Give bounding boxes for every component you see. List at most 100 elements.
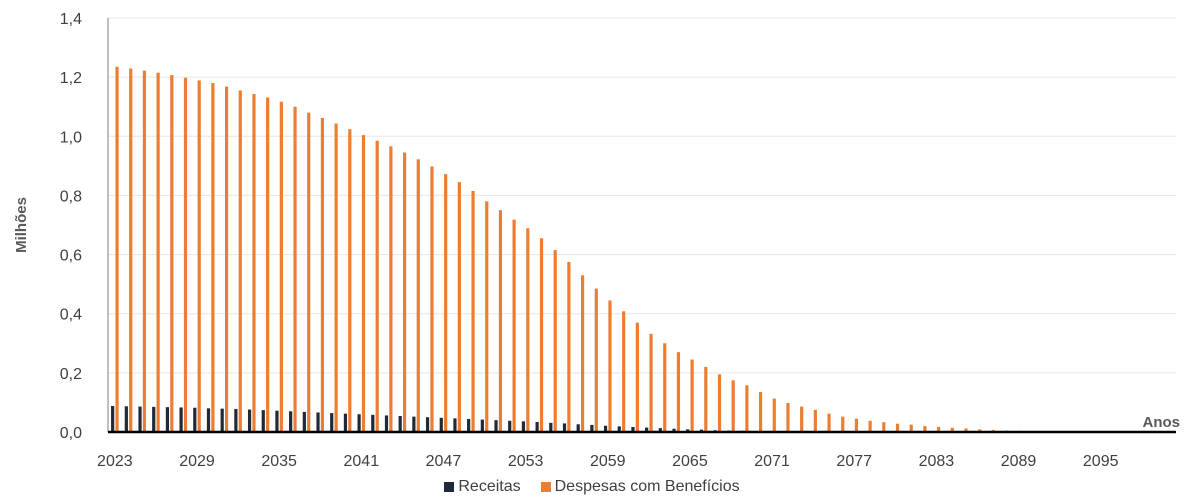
bar-despesas [512, 219, 516, 432]
bar-despesas [813, 409, 817, 432]
bar-receitas [289, 411, 293, 432]
bar-receitas [494, 420, 498, 432]
bar-receitas [603, 425, 608, 432]
bar-despesas [786, 403, 790, 432]
legend-label-receitas: Receitas [458, 478, 521, 495]
bar-despesas [444, 174, 448, 432]
bar-despesas [129, 68, 133, 433]
x-tick-label: 2053 [508, 453, 544, 470]
bar-receitas [467, 418, 471, 432]
bar-despesas [238, 90, 242, 432]
legend: Receitas Despesas com Benefícios [0, 478, 1184, 496]
bar-despesas [402, 152, 407, 433]
bar-receitas [124, 406, 128, 432]
bar-receitas [138, 406, 142, 432]
bar-despesas [868, 420, 872, 432]
bar-despesas [622, 311, 626, 432]
y-tick-label: 0,8 [60, 188, 82, 205]
bar-despesas [211, 83, 215, 433]
bar-despesas [827, 413, 831, 432]
bar-receitas [220, 408, 224, 432]
y-axis-ticks: 0,0 0,2 0,4 0,6 0,8 1,0 1,2 1,4 [60, 11, 82, 442]
bar-receitas [247, 409, 252, 432]
bar-despesas [293, 106, 297, 432]
bar-receitas [234, 408, 238, 432]
bar-receitas [343, 413, 348, 432]
bar-despesas [416, 159, 420, 432]
bar-despesas [170, 75, 174, 432]
bar-despesas [909, 424, 913, 432]
bar-receitas [562, 423, 567, 432]
bar-receitas [576, 424, 580, 432]
bar-despesas [457, 182, 461, 432]
legend-item-receitas: Receitas [444, 478, 521, 496]
bar-receitas [316, 412, 320, 432]
y-tick-label: 1,0 [60, 129, 82, 146]
bar-despesas [608, 300, 612, 432]
bar-despesas [978, 429, 982, 432]
x-tick-label: 2047 [426, 453, 462, 470]
bar-despesas [156, 72, 160, 432]
bar-despesas [676, 352, 681, 432]
y-tick-label: 0,0 [60, 425, 82, 442]
bar-despesas [663, 343, 667, 432]
bar-receitas [658, 428, 662, 432]
bar-receitas [261, 410, 265, 432]
bar-despesas [923, 426, 927, 432]
bar-despesas [553, 250, 557, 432]
bar-receitas [672, 428, 676, 432]
bar-receitas [165, 407, 170, 432]
bar-receitas [152, 406, 156, 432]
legend-item-despesas: Despesas com Benefícios [540, 478, 740, 496]
x-tick-label: 2071 [754, 453, 790, 470]
bar-despesas [800, 406, 804, 432]
bar-despesas [375, 140, 379, 432]
bar-despesas [307, 112, 311, 432]
bar-receitas [179, 407, 183, 432]
y-axis-title: Milhões [13, 197, 30, 253]
bar-receitas [330, 413, 334, 432]
bar-despesas [266, 97, 270, 432]
bar-despesas [690, 359, 694, 432]
bar-despesas [142, 70, 147, 432]
bar-despesas [758, 392, 763, 432]
bar-receitas [535, 421, 539, 432]
bar-despesas [895, 423, 900, 432]
bar-despesas [731, 380, 735, 432]
y-tick-label: 1,2 [60, 70, 82, 87]
bar-receitas [631, 426, 635, 432]
bar-receitas [521, 421, 526, 432]
bar-receitas [412, 416, 416, 432]
bar-despesas [224, 86, 229, 432]
bar-despesas [594, 288, 598, 432]
legend-label-despesas: Despesas com Benefícios [554, 478, 740, 495]
bar-receitas [439, 417, 443, 432]
bar-despesas [704, 366, 708, 432]
x-tick-label: 2059 [590, 453, 626, 470]
bar-despesas [334, 123, 338, 432]
bar-despesas [882, 422, 886, 432]
bar-despesas [854, 418, 859, 432]
bar-despesas [348, 129, 352, 432]
bar-receitas [111, 405, 115, 432]
bar-despesas [485, 201, 489, 432]
bar-despesas [964, 428, 968, 432]
bar-receitas [357, 414, 361, 432]
bar-despesas [320, 117, 325, 433]
chart: 0,0 0,2 0,4 0,6 0,8 1,0 1,2 1,4 2023 2029 2035 204… [13, 11, 1180, 470]
y-tick-label: 0,4 [60, 307, 82, 324]
x-tick-label: 2089 [1001, 453, 1037, 470]
x-tick-label: 2041 [344, 453, 380, 470]
bar-despesas [361, 135, 366, 433]
bar-despesas [649, 333, 653, 432]
bar-receitas [371, 414, 375, 432]
bar-despesas [745, 385, 749, 432]
bar-despesas [389, 146, 393, 432]
bar-receitas [384, 415, 389, 432]
bar-receitas [508, 420, 512, 432]
bar-despesas [498, 210, 503, 432]
bar-receitas [302, 411, 306, 432]
legend-swatch-receitas [444, 482, 455, 492]
x-tick-label: 2095 [1083, 453, 1119, 470]
bar-receitas [686, 429, 690, 432]
